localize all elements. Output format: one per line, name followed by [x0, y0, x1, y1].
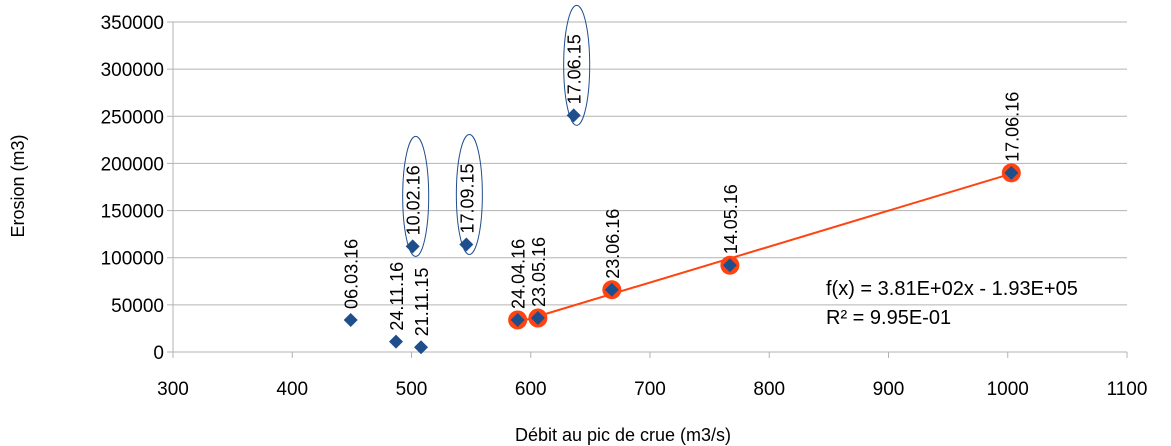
- data-label: 17.06.16: [1002, 92, 1022, 162]
- x-tick-label: 900: [873, 379, 905, 400]
- data-point: [566, 108, 581, 123]
- data-point: [343, 312, 358, 327]
- x-tick-label: 1100: [1107, 379, 1148, 400]
- x-tick-label: 600: [515, 379, 547, 400]
- data-points: [343, 108, 1021, 355]
- r-squared-label: R² = 9.95E-01: [826, 307, 951, 329]
- x-tick-label: 800: [753, 379, 785, 400]
- data-point: [530, 311, 545, 326]
- y-tick-label: 200000: [101, 154, 164, 175]
- y-tick-label: 350000: [101, 13, 164, 34]
- outlier-ellipse: [563, 4, 591, 126]
- x-tick-labels: 300 400 500 600 700 800 900 1000 1100: [157, 379, 1147, 400]
- trendline-group: [517, 172, 1012, 324]
- outlier-ellipses: [402, 4, 591, 257]
- data-point: [388, 334, 403, 349]
- grid-lines: [173, 21, 1127, 306]
- y-axis-title: Erosion (m3): [8, 134, 28, 237]
- x-tick-label: 400: [276, 379, 308, 400]
- data-point: [459, 237, 474, 252]
- y-tick-label: 50000: [111, 296, 164, 317]
- data-point: [604, 282, 619, 297]
- trendline: [517, 172, 1012, 324]
- data-label: 17.06.15: [565, 34, 585, 104]
- y-tick-label: 300000: [101, 60, 164, 81]
- x-axis-title: Débit au pic de crue (m3/s): [515, 425, 731, 445]
- outlier-ellipse: [402, 135, 430, 257]
- data-label: 23.06.16: [603, 209, 623, 279]
- data-label: 10.02.16: [404, 165, 424, 235]
- x-tick-label: 1000: [987, 379, 1029, 400]
- axes: [167, 21, 1128, 358]
- data-label: 24.04.16: [509, 239, 529, 309]
- data-label: 17.09.15: [457, 163, 477, 233]
- data-label: 21.11.15: [412, 268, 432, 337]
- data-label: 23.05.16: [529, 237, 549, 307]
- data-labels: 06.03.16 24.11.16 21.11.15 10.02.16 17.09.15…: [342, 34, 1023, 336]
- data-point: [510, 312, 525, 327]
- data-label: 24.11.16: [387, 262, 407, 331]
- data-point: [414, 340, 429, 355]
- outlier-ellipse: [455, 134, 483, 256]
- data-point: [1004, 165, 1019, 180]
- trendline-equation: f(x) = 3.81E+02x - 1.93E+05: [826, 278, 1078, 300]
- y-tick-label: 0: [153, 343, 164, 364]
- x-tick-label: 300: [157, 379, 189, 400]
- y-tick-labels: 0 50000 100000 150000 200000 250000 300000 3500…: [101, 13, 164, 364]
- data-point: [405, 239, 420, 254]
- x-tick-label: 700: [634, 379, 666, 400]
- y-tick-label: 150000: [101, 202, 164, 223]
- y-tick-label: 250000: [101, 107, 164, 128]
- data-label: 06.03.16: [342, 239, 362, 309]
- data-point: [722, 258, 737, 273]
- x-tick-label: 500: [396, 379, 428, 400]
- y-tick-label: 100000: [101, 249, 164, 270]
- data-label: 14.05.16: [721, 184, 741, 254]
